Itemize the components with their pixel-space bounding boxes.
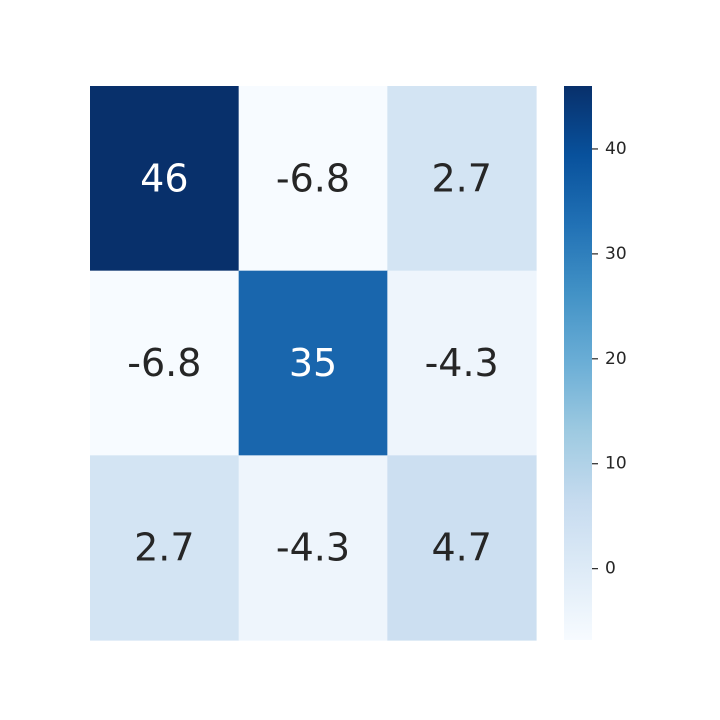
cell-value-label: -4.3	[425, 341, 499, 385]
heatmap-cell	[238, 455, 388, 641]
colorbar-tick-label: 20	[605, 349, 627, 369]
heatmap-cell	[90, 455, 240, 641]
colorbar-tick-label: 10	[605, 454, 627, 474]
colorbar-tick-label: 40	[605, 139, 627, 159]
colorbar-ticks: 0 10 20 30 40	[592, 139, 627, 579]
cell-value-label: 2.7	[431, 156, 491, 200]
cell-value-label: -6.8	[127, 341, 201, 385]
colorbar-tick-label: 0	[605, 559, 616, 579]
colorbar-tick-label: 30	[605, 244, 627, 264]
cell-value-label: 35	[289, 341, 337, 385]
cell-value-label: 4.7	[431, 526, 491, 570]
cell-value-label: 46	[140, 156, 188, 200]
cell-value-label: -6.8	[276, 156, 350, 200]
cell-value-label: -4.3	[276, 526, 350, 570]
heatmap-cell	[387, 86, 537, 272]
cell-value-label: 2.7	[134, 526, 194, 570]
colorbar-gradient	[564, 86, 592, 640]
colorbar: 0 10 20 30 40	[564, 86, 627, 640]
heatmap-cell	[90, 86, 240, 272]
heatmap-cell	[387, 270, 537, 456]
heatmap-cell	[387, 455, 537, 641]
heatmap-cell	[238, 270, 388, 456]
heatmap-grid: 46 -6.8 2.7 -6.8 35 -4.3 2.7 -4.3 4.7	[90, 86, 537, 641]
heatmap-cell	[90, 270, 240, 456]
heatmap-cell	[238, 86, 388, 272]
